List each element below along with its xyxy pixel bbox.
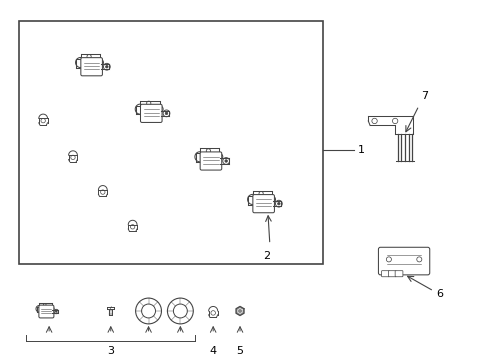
- FancyBboxPatch shape: [39, 305, 54, 318]
- Text: 7: 7: [421, 91, 428, 100]
- Circle shape: [278, 202, 280, 205]
- FancyBboxPatch shape: [382, 271, 390, 277]
- FancyBboxPatch shape: [81, 58, 102, 76]
- Circle shape: [225, 160, 227, 162]
- FancyBboxPatch shape: [253, 195, 274, 213]
- Circle shape: [55, 311, 57, 312]
- Text: 3: 3: [107, 346, 114, 356]
- Text: 6: 6: [436, 289, 443, 299]
- FancyBboxPatch shape: [389, 271, 396, 277]
- FancyBboxPatch shape: [200, 152, 222, 170]
- FancyBboxPatch shape: [141, 104, 162, 122]
- Circle shape: [165, 112, 168, 114]
- Text: 4: 4: [210, 346, 217, 356]
- Polygon shape: [236, 306, 244, 315]
- Text: 5: 5: [237, 346, 244, 356]
- Circle shape: [105, 66, 108, 68]
- Text: 1: 1: [357, 145, 365, 155]
- FancyBboxPatch shape: [378, 247, 430, 275]
- FancyBboxPatch shape: [395, 271, 403, 277]
- Bar: [19, 21, 322, 264]
- Text: 2: 2: [263, 251, 270, 261]
